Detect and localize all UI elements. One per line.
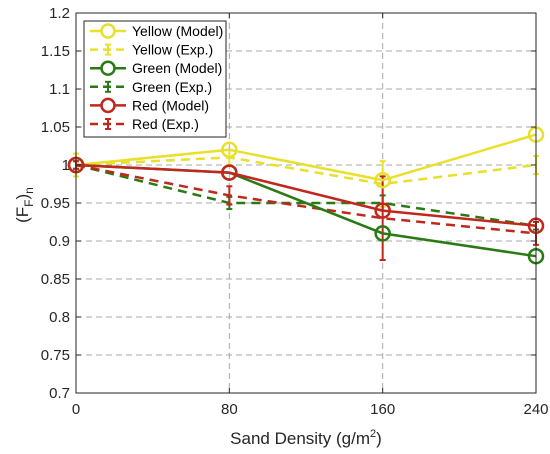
y-tick-label: 0.75 xyxy=(41,347,70,364)
y-tick-label: 0.8 xyxy=(49,309,70,326)
series-line xyxy=(75,163,537,235)
legend-label: Red (Model) xyxy=(132,97,209,113)
legend-entry-green-model: Green (Model) xyxy=(90,60,222,76)
y-tick-label: 1.05 xyxy=(41,119,70,136)
y-axis-title-text: (F xyxy=(13,207,32,223)
data-point xyxy=(374,225,391,242)
series-line xyxy=(75,163,537,228)
legend-box xyxy=(83,20,227,138)
series-layer xyxy=(67,126,545,265)
x-axis-title: Sand Density (g/m2) xyxy=(230,428,382,448)
x-tick-label: 240 xyxy=(523,401,548,418)
legend: Yellow (Model) Yellow (Exp.) Green (Model)… xyxy=(83,20,227,138)
y-tick-label: 1 xyxy=(62,157,70,174)
y-axis-title-close: ) xyxy=(13,194,32,200)
y-tick-label: 1.2 xyxy=(49,5,70,22)
x-tick-labels: 0 80 160 240 xyxy=(72,401,549,418)
legend-entry-green-exp: Green (Exp.) xyxy=(90,79,212,95)
x-tick-label: 0 xyxy=(72,401,80,418)
legend-marker xyxy=(100,60,116,76)
legend-marker xyxy=(100,97,116,114)
legend-label: Green (Exp.) xyxy=(132,79,212,95)
y-tick-label: 0.9 xyxy=(49,233,70,250)
x-axis-title-text: Sand Density (g/m xyxy=(230,429,370,448)
data-point xyxy=(221,164,238,181)
series-line xyxy=(75,156,537,186)
legend-label: Red (Exp.) xyxy=(132,116,199,132)
y-tick-label: 1.1 xyxy=(49,81,70,98)
legend-label: Green (Model) xyxy=(132,60,222,76)
y-tick-label: 0.7 xyxy=(49,385,70,402)
legend-entry-yellow-model: Yellow (Model) xyxy=(90,23,223,39)
series-line xyxy=(75,163,537,228)
y-tick-label: 1.15 xyxy=(41,43,70,60)
legend-entry-red-model: Red (Model) xyxy=(90,97,209,113)
legend-entry-yellow-exp: Yellow (Exp.) xyxy=(90,42,213,58)
y-axis-title: (FF)n xyxy=(13,187,36,223)
x-axis-title-superscript: 2 xyxy=(370,428,376,440)
legend-entry-red-exp: Red (Exp.) xyxy=(90,116,199,132)
x-tick-label: 160 xyxy=(370,401,395,418)
legend-label: Yellow (Model) xyxy=(132,23,223,39)
ticks xyxy=(75,12,537,394)
data-point xyxy=(374,171,391,189)
y-tick-label: 0.85 xyxy=(41,271,70,288)
legend-label: Yellow (Exp.) xyxy=(132,42,213,58)
y-axis-title-subscript: F xyxy=(22,199,36,206)
y-axis-title-subscript-n: n xyxy=(22,187,36,194)
x-tick-label: 80 xyxy=(221,401,238,418)
y-tick-labels: 0.7 0.75 0.8 0.85 0.9 0.95 1 1.05 1.1 1.15 1.2 xyxy=(41,5,70,402)
series-line xyxy=(75,133,537,182)
x-axis-title-close: ) xyxy=(376,429,382,448)
data-point xyxy=(221,141,238,159)
legend-marker xyxy=(100,23,116,39)
data-point xyxy=(374,202,391,219)
y-tick-label: 0.95 xyxy=(41,195,70,212)
